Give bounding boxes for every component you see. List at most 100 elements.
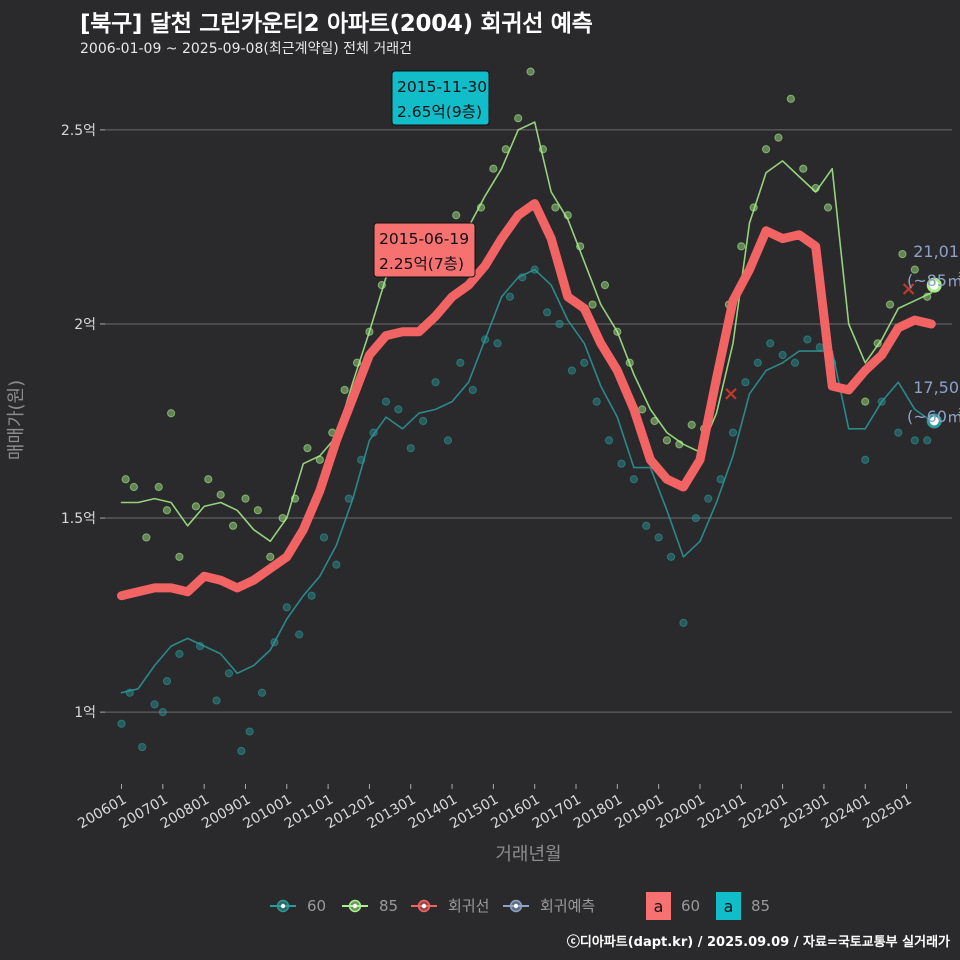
annotation-date: 2015-11-30 [397,78,487,96]
scatter-point-60 [406,444,415,453]
forecast-point-85 [926,277,942,293]
scatter-point-60 [617,459,626,468]
legend-swatch-center [352,903,358,909]
chart-subtitle: 2006-01-09 ~ 2025-09-08(최근계약일) 전체 거래건 [80,41,412,57]
legend-swatch-center [421,903,427,909]
scatter-point-60 [505,292,515,301]
forecast-value-label: 21,017 [913,242,960,261]
scatter-point-85 [129,482,139,492]
legend-label-box [716,892,741,920]
scatter-point-60 [162,676,172,686]
scatter-point-60 [790,358,800,367]
annotation-date: 2015-06-19 [379,230,469,248]
scatter-point-60 [542,308,552,317]
scatter-point-85 [588,300,597,309]
series-line-85 [120,121,933,543]
legend-label: 회귀선 [448,897,489,915]
scatter-point-60 [778,350,787,360]
annotation-box-label60 [373,222,476,278]
y-tick-label: 2억 [74,317,96,333]
scatter-point-60 [257,688,267,697]
annotation-box-label85 [391,70,490,126]
y-tick-label: 2.5억 [61,123,96,139]
scatter-point-85 [910,265,919,274]
scatter-point-85 [266,552,275,561]
scatter-point-60 [741,378,750,387]
scatter-point-60 [224,669,234,678]
scatter-point-85 [303,444,312,453]
scatter-point-60 [679,618,688,627]
annotation-value: 2.25억(7층) [379,255,464,273]
scatter-point-60 [332,560,341,569]
scatter-point-60 [295,630,304,639]
scatter-point-60 [493,339,502,348]
scatter-point-85 [175,552,184,561]
scatter-point-60 [580,358,589,367]
x-axis-title: 거래년월 [495,844,561,865]
scatter-point-60 [803,335,812,344]
scatter-point-85 [154,482,163,492]
scatter-point-85 [526,67,535,76]
scatter-point-60 [175,649,184,659]
legend-box-glyph: a [654,897,664,916]
scatter-point-85 [452,211,461,220]
scatter-point-60 [766,339,775,348]
scatter-point-60 [150,700,159,709]
forecast-unit-label: (~60㎡) [907,407,960,426]
annotation-value: 2.65억(9층) [397,103,482,121]
scatter-point-60 [282,603,291,612]
scatter-point-85 [761,145,771,154]
scatter-point-60 [212,696,221,705]
scatter-point-60 [431,378,440,387]
scatter-point-60 [307,591,316,600]
scatter-point-85 [216,490,225,499]
scatter-point-60 [666,552,676,561]
legend-label: 85 [379,897,398,915]
scatter-point-85 [600,281,610,290]
scatter-point-85 [687,420,696,429]
scatter-point-85 [241,494,250,503]
source-caption: ⓒ디아파트(dapt.kr) / 2025.09.09 / 자료=국토교통부 실… [566,935,950,950]
scatter-point-85 [340,385,349,395]
legend-swatch-center [280,903,286,909]
scatter-point-60 [138,742,147,752]
scatter-point-85 [861,397,870,406]
forecast-point-60 [926,413,942,429]
cross-marker [725,388,737,400]
scatter-point-60 [923,436,932,445]
scatter-point-60 [555,319,564,329]
scatter-point-60 [604,436,614,445]
scatter-point-60 [158,708,167,717]
scatter-point-60 [592,397,601,406]
scatter-point-85 [823,203,833,212]
scatter-point-60 [381,397,391,406]
scatter-point-85 [551,203,560,212]
scatter-point-60 [419,416,428,426]
scatter-point-85 [885,300,895,309]
chart-title: [북구] 달천 그린카운티2 아파트(2004) 회귀선 예측 [80,11,593,37]
scatter-point-60 [468,385,477,395]
scatter-point-60 [443,436,453,445]
scatter-point-60 [629,475,638,484]
scatter-point-85 [167,409,176,418]
cross-marker [902,283,915,295]
scatter-point-85 [786,94,795,103]
legend-label: 회귀예측 [540,897,595,915]
legend-box-label: 60 [681,897,700,915]
scatter-point-60 [456,358,465,367]
scatter-point-85 [121,475,130,484]
scatter-point-60 [861,455,870,464]
series-line-회귀선 [117,199,936,601]
forecast-unit-label: (~85㎡) [907,271,960,290]
scatter-point-85 [638,405,647,414]
scatter-point-85 [253,506,262,515]
scatter-point-60 [642,521,651,530]
legend-box-glyph: a [724,897,734,916]
scatter-point-85 [142,533,151,542]
scatter-point-60 [567,366,576,375]
scatter-point-85 [662,436,672,445]
legend-label-box [646,892,671,920]
scatter-point-85 [162,506,172,515]
scatter-point-60 [691,513,700,523]
